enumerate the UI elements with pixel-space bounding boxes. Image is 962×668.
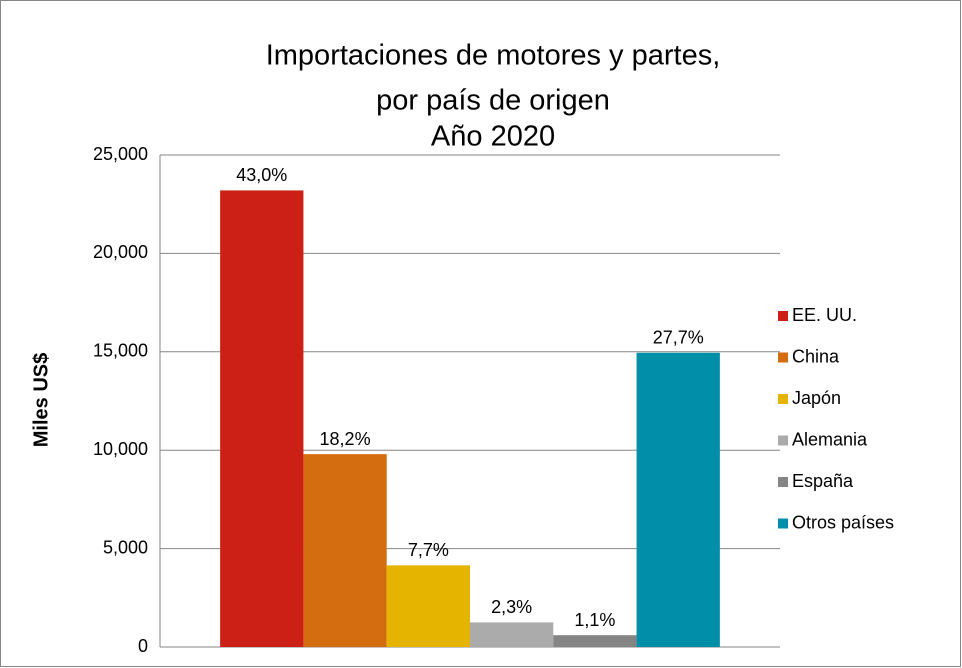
data-label: 43,0% (236, 165, 287, 185)
bar (386, 565, 470, 647)
bar (220, 190, 304, 647)
bar (636, 352, 720, 647)
legend-swatch (778, 435, 788, 446)
data-label: 7,7% (408, 540, 449, 560)
legend-swatch (778, 477, 788, 487)
data-label: 1,1% (574, 610, 615, 630)
y-tick-label: 0 (138, 636, 148, 656)
legend-swatch (778, 394, 788, 404)
y-tick-label: 15,000 (93, 341, 148, 361)
legend-label: Japón (792, 388, 841, 408)
chart-title: por país de origen (376, 85, 610, 117)
bar (303, 454, 387, 647)
y-tick-label: 5,000 (103, 537, 148, 557)
legend-label: EE. UU. (792, 305, 857, 325)
legend-swatch (778, 311, 788, 321)
y-tick-label: 25,000 (93, 144, 148, 164)
legend-label: Otros países (792, 512, 894, 532)
legend-swatch (778, 518, 788, 529)
legend-swatch (778, 352, 788, 363)
chart-title: Año 2020 (431, 121, 555, 153)
chart-title: Importaciones de motores y partes, (266, 40, 721, 72)
y-tick-label: 20,000 (93, 242, 148, 262)
bar (470, 622, 554, 647)
legend-label: Alemania (792, 429, 868, 449)
legend-label: España (792, 471, 854, 491)
bar (553, 635, 637, 647)
data-label: 18,2% (320, 429, 371, 449)
y-tick-label: 10,000 (93, 439, 148, 459)
data-label: 2,3% (491, 597, 532, 617)
data-label: 27,7% (653, 328, 704, 348)
legend-label: China (792, 346, 840, 366)
y-axis-label: Miles US$ (30, 353, 52, 447)
